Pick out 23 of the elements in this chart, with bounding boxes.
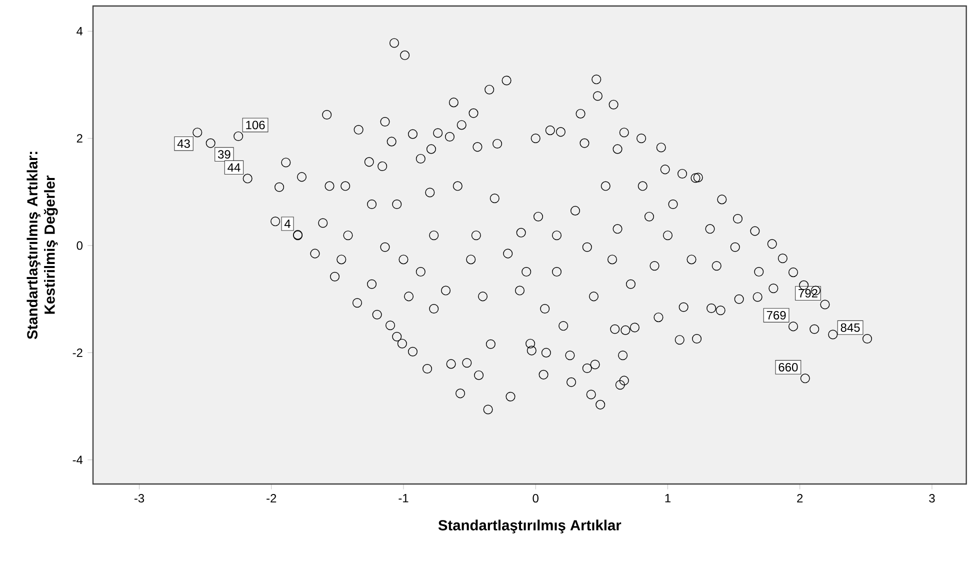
- x-tick-label: 2: [797, 494, 803, 502]
- annotation: 769: [766, 311, 786, 320]
- x-tick-label: -1: [398, 494, 408, 502]
- annotation: 106: [246, 120, 265, 130]
- y-axis-title: Standartlaştırılmış Artıklar: Kestirilmiş Değerler: [26, 152, 58, 340]
- y-tick-label: -4: [72, 456, 83, 464]
- annotation: 660: [778, 362, 798, 372]
- y-tick-label: -2: [72, 348, 82, 357]
- annotation: 792: [798, 289, 818, 298]
- annotation: 43: [177, 139, 190, 148]
- x-axis-title: Standartlaştırılmış Artıklar: [438, 520, 622, 534]
- annotation: 4: [284, 220, 291, 228]
- annotation: 845: [840, 323, 860, 332]
- y-tick-label: 2: [76, 134, 82, 143]
- x-tick-label: 1: [665, 494, 670, 502]
- y-tick-label: 4: [76, 27, 83, 36]
- x-tick-label: -3: [134, 494, 144, 503]
- annotation: 39: [218, 150, 230, 159]
- y-tick-label: 0: [76, 241, 83, 250]
- x-tick-label: 3: [929, 494, 935, 503]
- x-tick-label: -2: [266, 494, 276, 502]
- annotation: 44: [228, 163, 240, 172]
- x-tick-label: 0: [532, 494, 538, 503]
